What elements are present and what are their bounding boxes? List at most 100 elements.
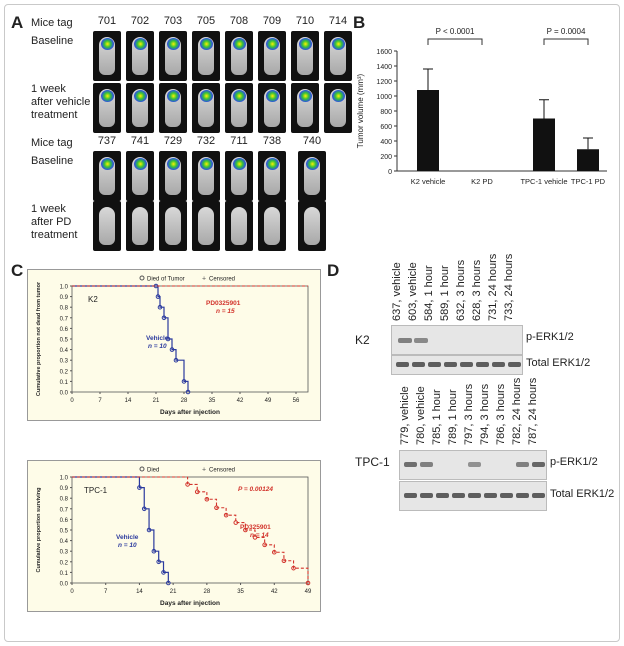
pd-mouse-image [93, 201, 121, 251]
k2-perk-band [414, 338, 428, 343]
blot-band [484, 493, 497, 498]
blot-band [516, 462, 529, 467]
y-tick-label: 0.0 [60, 391, 69, 397]
vehicle-row-label-1: 1 week [31, 83, 66, 95]
pd-mouse-image [258, 201, 286, 251]
x-tick-label: 14 [125, 398, 132, 404]
legend-died-label: Died of Tumor [147, 277, 185, 283]
blot-band [404, 462, 417, 467]
vehicle-event-marker [185, 389, 191, 395]
x-tick-label: 49 [305, 589, 312, 595]
mouse-tag-709: 709 [262, 15, 282, 27]
y-tick-label: 1400 [376, 64, 392, 71]
pd-event-marker [271, 549, 277, 555]
baseline-bottom-mouse-image [225, 151, 253, 201]
k2-total-label: Total ERK1/2 [526, 357, 591, 369]
blot-band [532, 462, 545, 467]
p-value-k2: P < 0.0001 [436, 27, 475, 36]
vehicle-mouse-image [93, 83, 121, 133]
vehicle-event-marker [151, 548, 157, 554]
x-tick-label: 35 [237, 589, 244, 595]
y-tick-label: 0.9 [60, 295, 69, 301]
mouse-tag-711: 711 [230, 135, 248, 147]
blot-band [428, 362, 441, 367]
baseline-bottom-mouse-image [298, 151, 326, 201]
tpc1-lane-label: 785, 1 hour [431, 389, 443, 445]
pd-mouse-image [298, 201, 326, 251]
pd-row-label-1: 1 week [31, 203, 66, 215]
y-tick-label: 0.7 [60, 507, 69, 513]
sig-bracket-k2 [427, 38, 483, 45]
baseline-top-mouse-image [291, 31, 319, 81]
tpc1-blot-label: TPC-1 [355, 455, 390, 469]
pd-event-marker [291, 565, 296, 571]
k2-lane-label: 603, vehicle [407, 262, 419, 321]
y-tick-label: 0.0 [60, 582, 69, 588]
x-tick-label: 56 [293, 398, 300, 404]
baseline-top-mouse-image [126, 31, 154, 81]
pd-group-n: n = 15 [216, 308, 235, 315]
mouse-tag-714: 714 [328, 15, 348, 27]
x-tick-label: 28 [204, 589, 211, 595]
pd-group-n: n = 14 [250, 532, 269, 539]
pd-mouse-image [225, 201, 253, 251]
mouse-tag-729: 729 [163, 135, 183, 147]
baseline-top-mouse-image [159, 31, 187, 81]
y-axis-label: Tumor volume (mm³) [356, 73, 365, 148]
pd-event-marker [204, 496, 210, 502]
k2-lane-label: 733, 24 hours [503, 253, 515, 321]
baseline-top-mouse-image [324, 31, 352, 81]
k2-lane-label: 637, vehicle [391, 262, 403, 321]
pd-event-marker [262, 542, 267, 548]
x-axis-label: Days after injection [160, 409, 220, 416]
baseline-bottom-mouse-image [93, 151, 121, 201]
baseline-top-mouse-image [192, 31, 220, 81]
blot-band [532, 493, 545, 498]
tpc1-lane-label: 786, 3 hours [495, 383, 507, 445]
vehicle-event-marker [156, 559, 161, 565]
figure-frame: A Mice tag Baseline 1 week after vehicle… [4, 4, 620, 642]
bar-tpc-1-vehicle [533, 118, 555, 171]
pd-event-marker [194, 489, 200, 495]
vehicle-event-marker [157, 304, 163, 310]
y-tick-label: 0.5 [60, 338, 69, 344]
pd-event-marker [233, 520, 239, 525]
vehicle-group-n: n = 10 [118, 542, 137, 549]
blot-band [516, 493, 529, 498]
vehicle-mouse-image [258, 83, 286, 133]
y-tick-label: 0.8 [60, 306, 69, 312]
x-tick-label: 7 [104, 589, 108, 595]
tumor-volume-bar-chart: 0 200 400 600 800 1000 1200 1400 1600 Tumor volum… [356, 27, 607, 186]
vehicle-group-n: n = 10 [148, 343, 167, 350]
pd-event-marker [305, 580, 311, 586]
baseline-top-mouse-image [225, 31, 253, 81]
blot-band [436, 493, 449, 498]
k2-lane-label: 731, 24 hours [487, 253, 499, 321]
legend-died-marker [139, 275, 145, 281]
y-tick-label: 0.2 [60, 560, 69, 566]
x-tick-label: 0 [70, 589, 74, 595]
p-value-tpc1: P = 0.0004 [547, 27, 586, 36]
k2-lane-label: 584, 1 hour [423, 265, 435, 321]
tpc1-lane-label: 780, vehicle [415, 386, 427, 445]
y-axis-label: Cumulative proportion not dead from tumo… [36, 281, 42, 396]
vehicle-event-marker [137, 485, 142, 490]
mouse-tag-738: 738 [262, 135, 282, 147]
tpc1-total-blot [399, 481, 547, 511]
tpc1-perk-blot [399, 450, 547, 480]
mouse-tag-732: 732 [196, 135, 216, 147]
blot-band [468, 493, 481, 498]
tpc1-lane-label: 787, 24 hours [527, 377, 539, 445]
y-tick-label: 600 [380, 124, 392, 131]
blot-band [412, 362, 425, 367]
vehicle-row-label-3: treatment [31, 109, 78, 121]
km-plot-k2-box: 0.0 0.1 0.2 0.3 0.4 0.5 0.6 0.7 0.8 0.9 1.0 0 7 14 21 2… [27, 269, 321, 421]
mice-tag-label-top: Mice tag [31, 17, 73, 29]
baseline-label-bottom: Baseline [31, 155, 74, 167]
k2-lane-label: 632, 3 hours [455, 259, 467, 321]
y-tick-label: 0.1 [60, 380, 69, 386]
vehicle-mouse-image [159, 83, 187, 133]
blot-band [508, 362, 521, 367]
p-value: P = 0.00124 [238, 486, 273, 493]
k2-perk-label: p-ERK1/2 [526, 331, 574, 343]
